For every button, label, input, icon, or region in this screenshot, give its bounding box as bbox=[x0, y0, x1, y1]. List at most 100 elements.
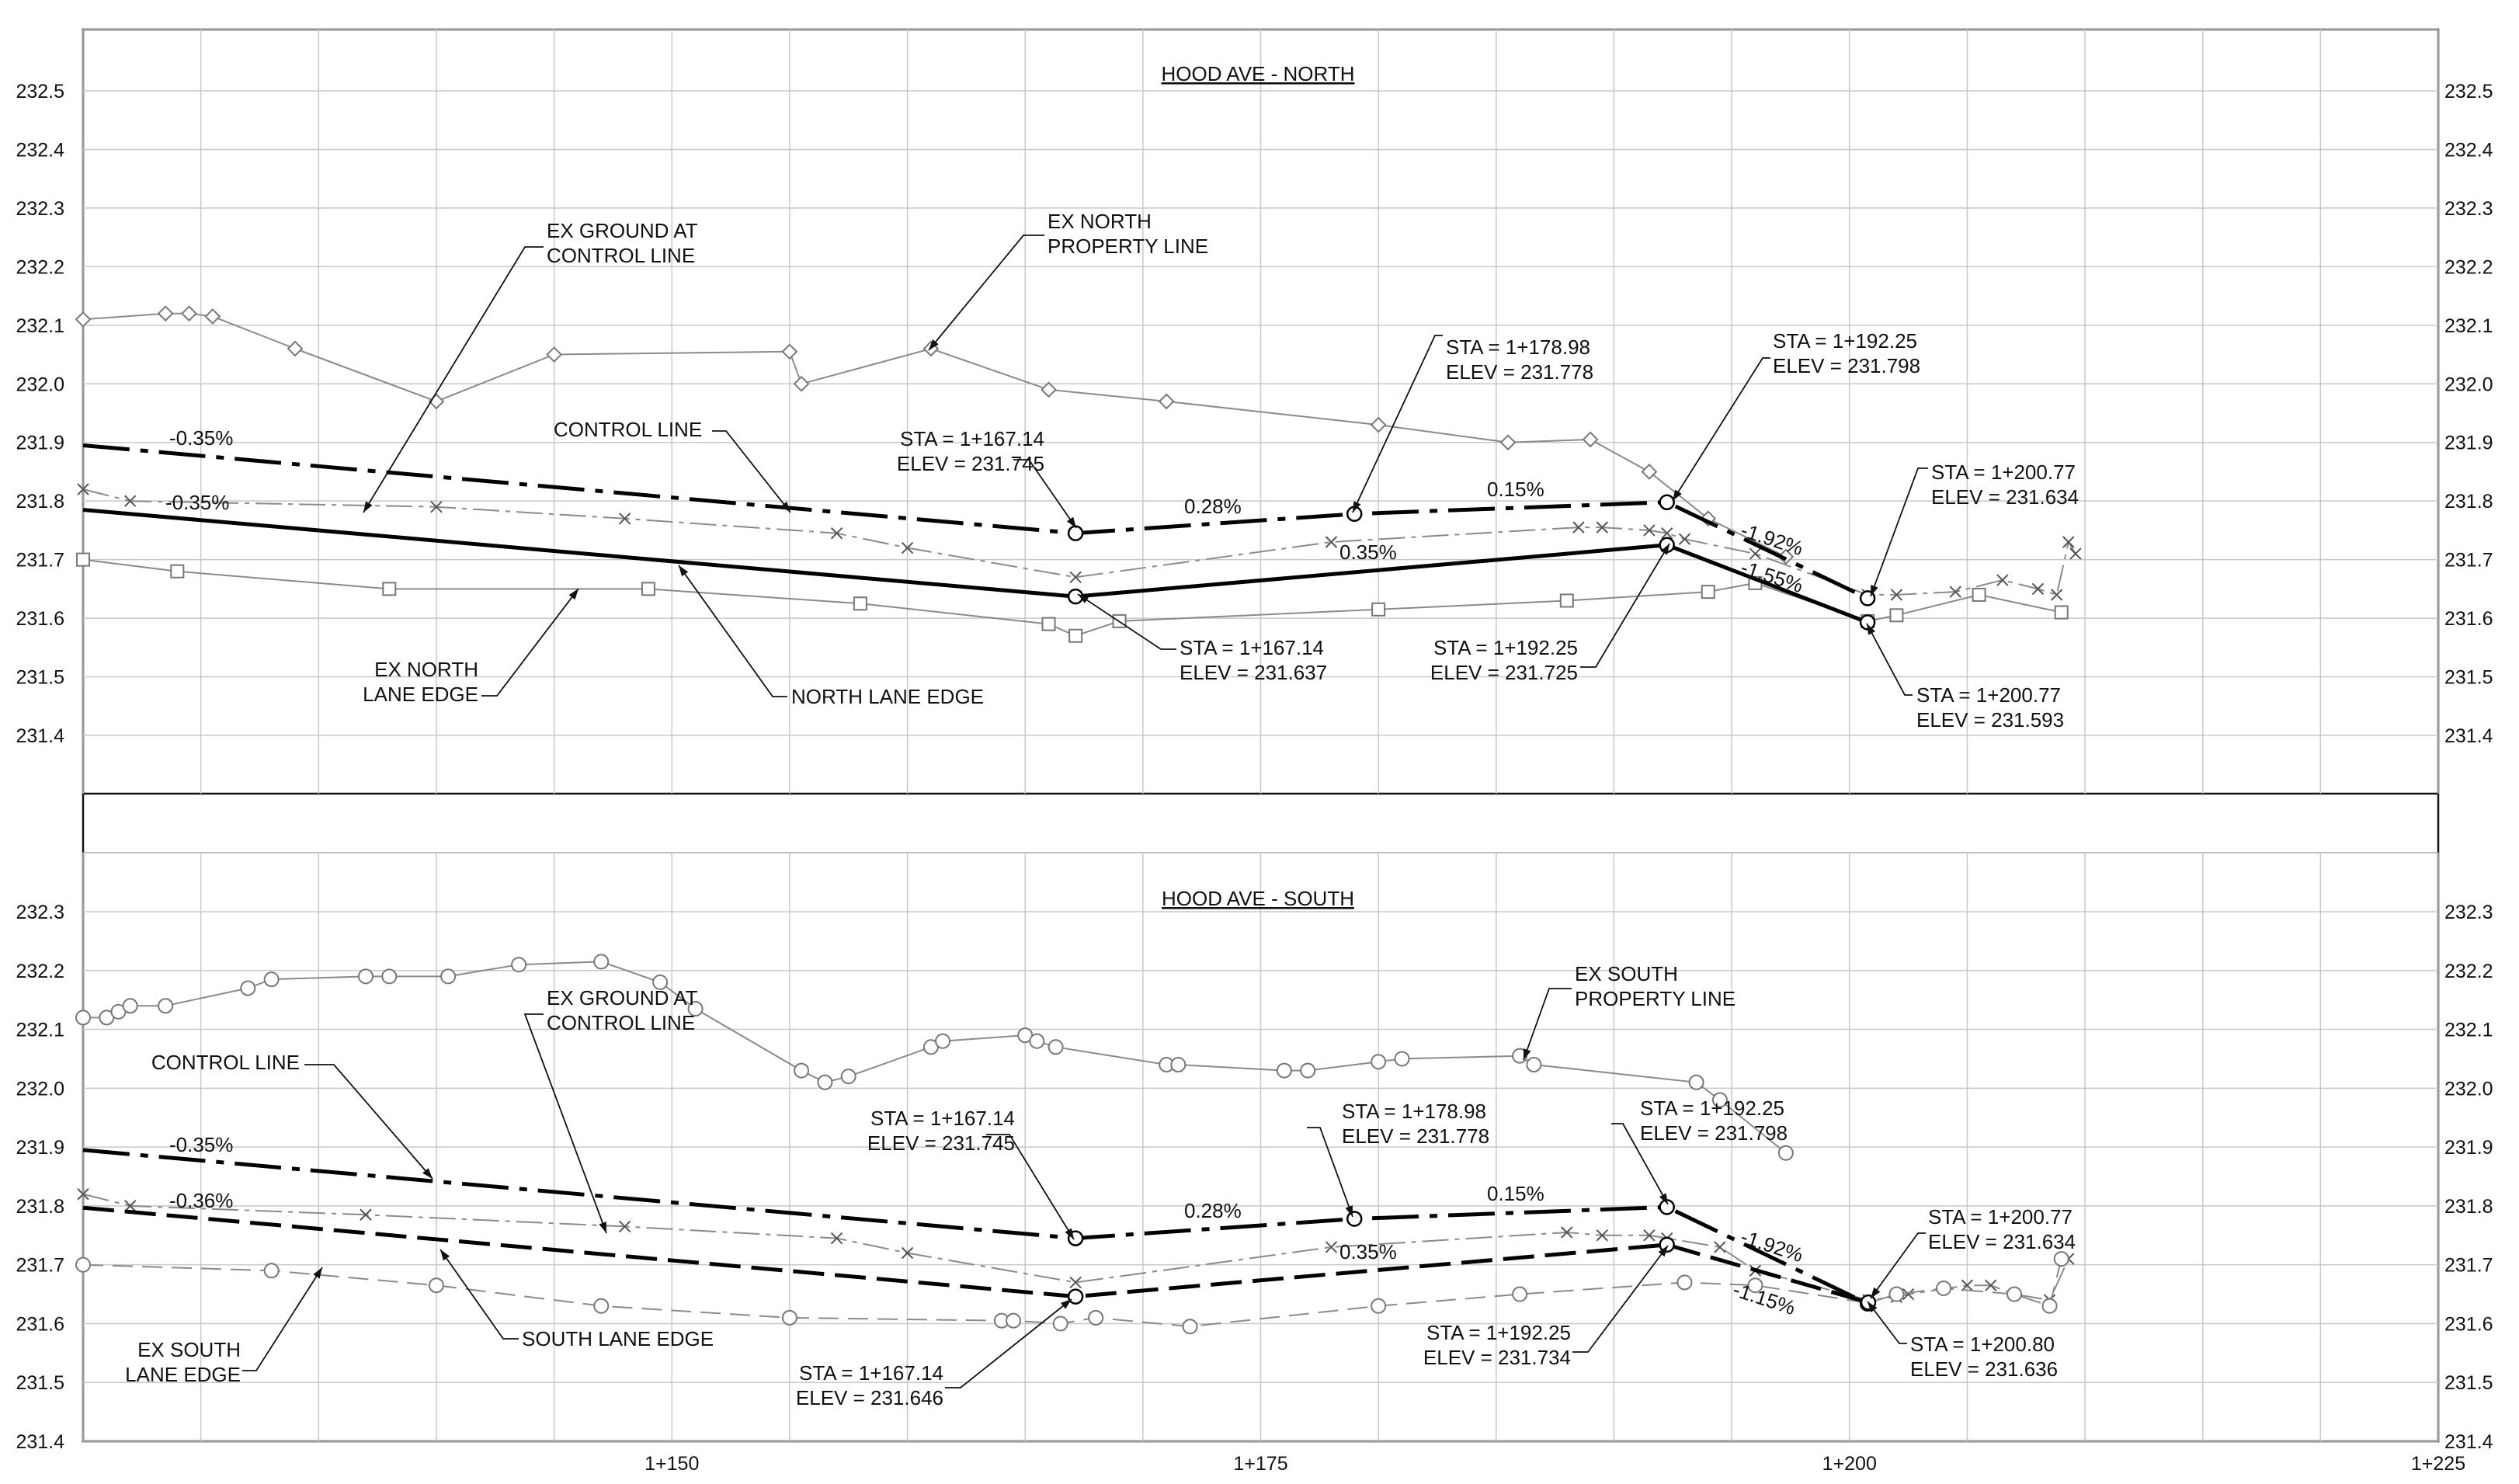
series-point-circle bbox=[240, 980, 256, 996]
callout: NORTH LANE EDGE bbox=[678, 565, 984, 708]
y-tick-label-left: 231.5 bbox=[16, 1372, 64, 1394]
y-tick-label-left: 231.5 bbox=[16, 667, 64, 689]
series-point-cross bbox=[1572, 521, 1585, 533]
callout-leader bbox=[986, 1134, 1075, 1240]
callout-text: STA = 1+178.98 bbox=[1342, 1100, 1486, 1123]
callout-text: EX GROUND AT bbox=[547, 986, 698, 1010]
callout-text: STA = 1+167.14 bbox=[799, 1361, 943, 1385]
callout-text: ELEV = 231.634 bbox=[1931, 485, 2079, 509]
series-point-square bbox=[1559, 593, 1574, 608]
callout-leader bbox=[1611, 1123, 1669, 1205]
callout-leader bbox=[1352, 335, 1443, 513]
callout-arrowhead bbox=[1867, 624, 1875, 635]
series-line-ex-south-lane-edge bbox=[82, 1258, 2062, 1328]
series-point-cross bbox=[1890, 589, 1903, 601]
series-point-circle bbox=[794, 1062, 810, 1079]
callout-arrowhead bbox=[363, 501, 373, 513]
series-point-cross bbox=[1325, 1241, 1338, 1253]
series-point-circle bbox=[428, 1277, 444, 1294]
x-tick-label: 1+200 bbox=[1822, 1453, 1877, 1475]
series-point-cross bbox=[123, 495, 137, 507]
callout-text: CONTROL LINE bbox=[151, 1051, 300, 1074]
callout-arrowhead bbox=[929, 339, 939, 350]
series-point-circle bbox=[122, 998, 138, 1014]
callout-leader bbox=[928, 235, 1044, 351]
callout-arrowhead bbox=[1871, 585, 1878, 596]
series-point-circle bbox=[2041, 1298, 2058, 1314]
series-line-north-lane-edge bbox=[82, 508, 1868, 624]
series-point-cross bbox=[1996, 574, 2009, 586]
y-tick-label-left: 232.0 bbox=[16, 374, 64, 395]
design-vertex-point bbox=[1659, 1236, 1675, 1253]
callout-text: STA = 1+167.14 bbox=[900, 427, 1044, 450]
series-point-circle bbox=[1048, 1039, 1064, 1055]
series-point-cross bbox=[2069, 547, 2082, 560]
callout-arrowhead bbox=[422, 1168, 433, 1179]
north-profile-panel: 231.4 231.4 231.5 231.5 231.6 231.6 231.7 231.7… bbox=[16, 29, 2493, 794]
series-point-cross bbox=[1678, 533, 1691, 545]
grade-label: -1.15% bbox=[1730, 1277, 1798, 1319]
chart-title: HOOD AVE - NORTH bbox=[1162, 62, 1355, 85]
callout: CONTROL LINE bbox=[151, 1051, 433, 1180]
series-point-diamond bbox=[1370, 416, 1387, 433]
series-point-circle bbox=[2007, 1286, 2023, 1302]
callout-arrowhead bbox=[440, 1249, 450, 1261]
y-tick-label-right: 232.4 bbox=[2444, 139, 2493, 161]
design-vertex-point bbox=[1067, 1288, 1084, 1305]
callout: CONTROL LINE bbox=[554, 418, 791, 513]
grade-label: 0.35% bbox=[1339, 1240, 1397, 1263]
series-point-cross bbox=[123, 1200, 137, 1212]
callout-text: STA = 1+200.77 bbox=[1931, 460, 2076, 484]
callout-arrowhead bbox=[1345, 1205, 1353, 1217]
grade-label: -0.36% bbox=[169, 1189, 233, 1212]
y-tick-label-right: 231.5 bbox=[2444, 1372, 2493, 1394]
grade-label: 0.15% bbox=[1487, 478, 1544, 501]
series-line-ex-north-lane-edge bbox=[82, 558, 2062, 637]
callout-text: LANE EDGE bbox=[125, 1363, 241, 1386]
design-vertex-point bbox=[1346, 1211, 1363, 1227]
series-point-diamond bbox=[181, 305, 197, 322]
series-point-circle bbox=[158, 998, 174, 1014]
y-tick-label-right: 232.3 bbox=[2444, 902, 2493, 923]
series-point-diamond bbox=[1158, 393, 1175, 410]
series-point-cross bbox=[1325, 536, 1338, 548]
series-point-circle bbox=[263, 1263, 280, 1279]
series-point-diamond bbox=[287, 340, 304, 357]
design-vertex-point bbox=[1067, 525, 1084, 541]
series-point-cross bbox=[1749, 547, 1762, 560]
series-point-diamond bbox=[1641, 464, 1658, 480]
callout-leader bbox=[1013, 459, 1077, 529]
callout-text: STA = 1+192.25 bbox=[1640, 1096, 1784, 1120]
callout-text: ELEV = 231.593 bbox=[1916, 708, 2064, 732]
series-point-cross bbox=[1985, 1279, 1997, 1291]
series-point-cross bbox=[1069, 571, 1082, 583]
series-point-cross bbox=[1596, 521, 1608, 533]
series-point-cross bbox=[1660, 527, 1673, 540]
y-tick-label-left: 232.0 bbox=[16, 1078, 64, 1100]
callout-text: EX GROUND AT bbox=[547, 219, 698, 242]
series-point-cross bbox=[1643, 1229, 1656, 1242]
series-line-ex-ground-at-control-line bbox=[82, 1193, 2069, 1302]
series-point-cross bbox=[901, 541, 914, 554]
series-point-diamond bbox=[546, 346, 563, 363]
series-point-cross bbox=[618, 513, 631, 525]
callout-arrowhead bbox=[313, 1267, 322, 1279]
series-line-ex-ground-at-control-line bbox=[82, 488, 2076, 596]
series-point-circle bbox=[75, 1010, 91, 1026]
y-tick-label-right: 231.4 bbox=[2444, 1431, 2493, 1453]
series-point-diamond bbox=[1582, 431, 1599, 448]
x-tick-label: 1+225 bbox=[2411, 1453, 2465, 1475]
series-point-circle bbox=[1747, 1277, 1763, 1294]
y-tick-label-left: 232.2 bbox=[16, 961, 64, 982]
callout-leader bbox=[440, 1249, 519, 1340]
callout-arrowhead bbox=[1673, 489, 1682, 501]
series-point-circle bbox=[263, 971, 280, 988]
callout-leader bbox=[945, 1298, 1072, 1388]
series-point-cross bbox=[1596, 1229, 1608, 1242]
series-point-circle bbox=[1688, 1074, 1704, 1090]
series-point-circle bbox=[1088, 1309, 1104, 1326]
